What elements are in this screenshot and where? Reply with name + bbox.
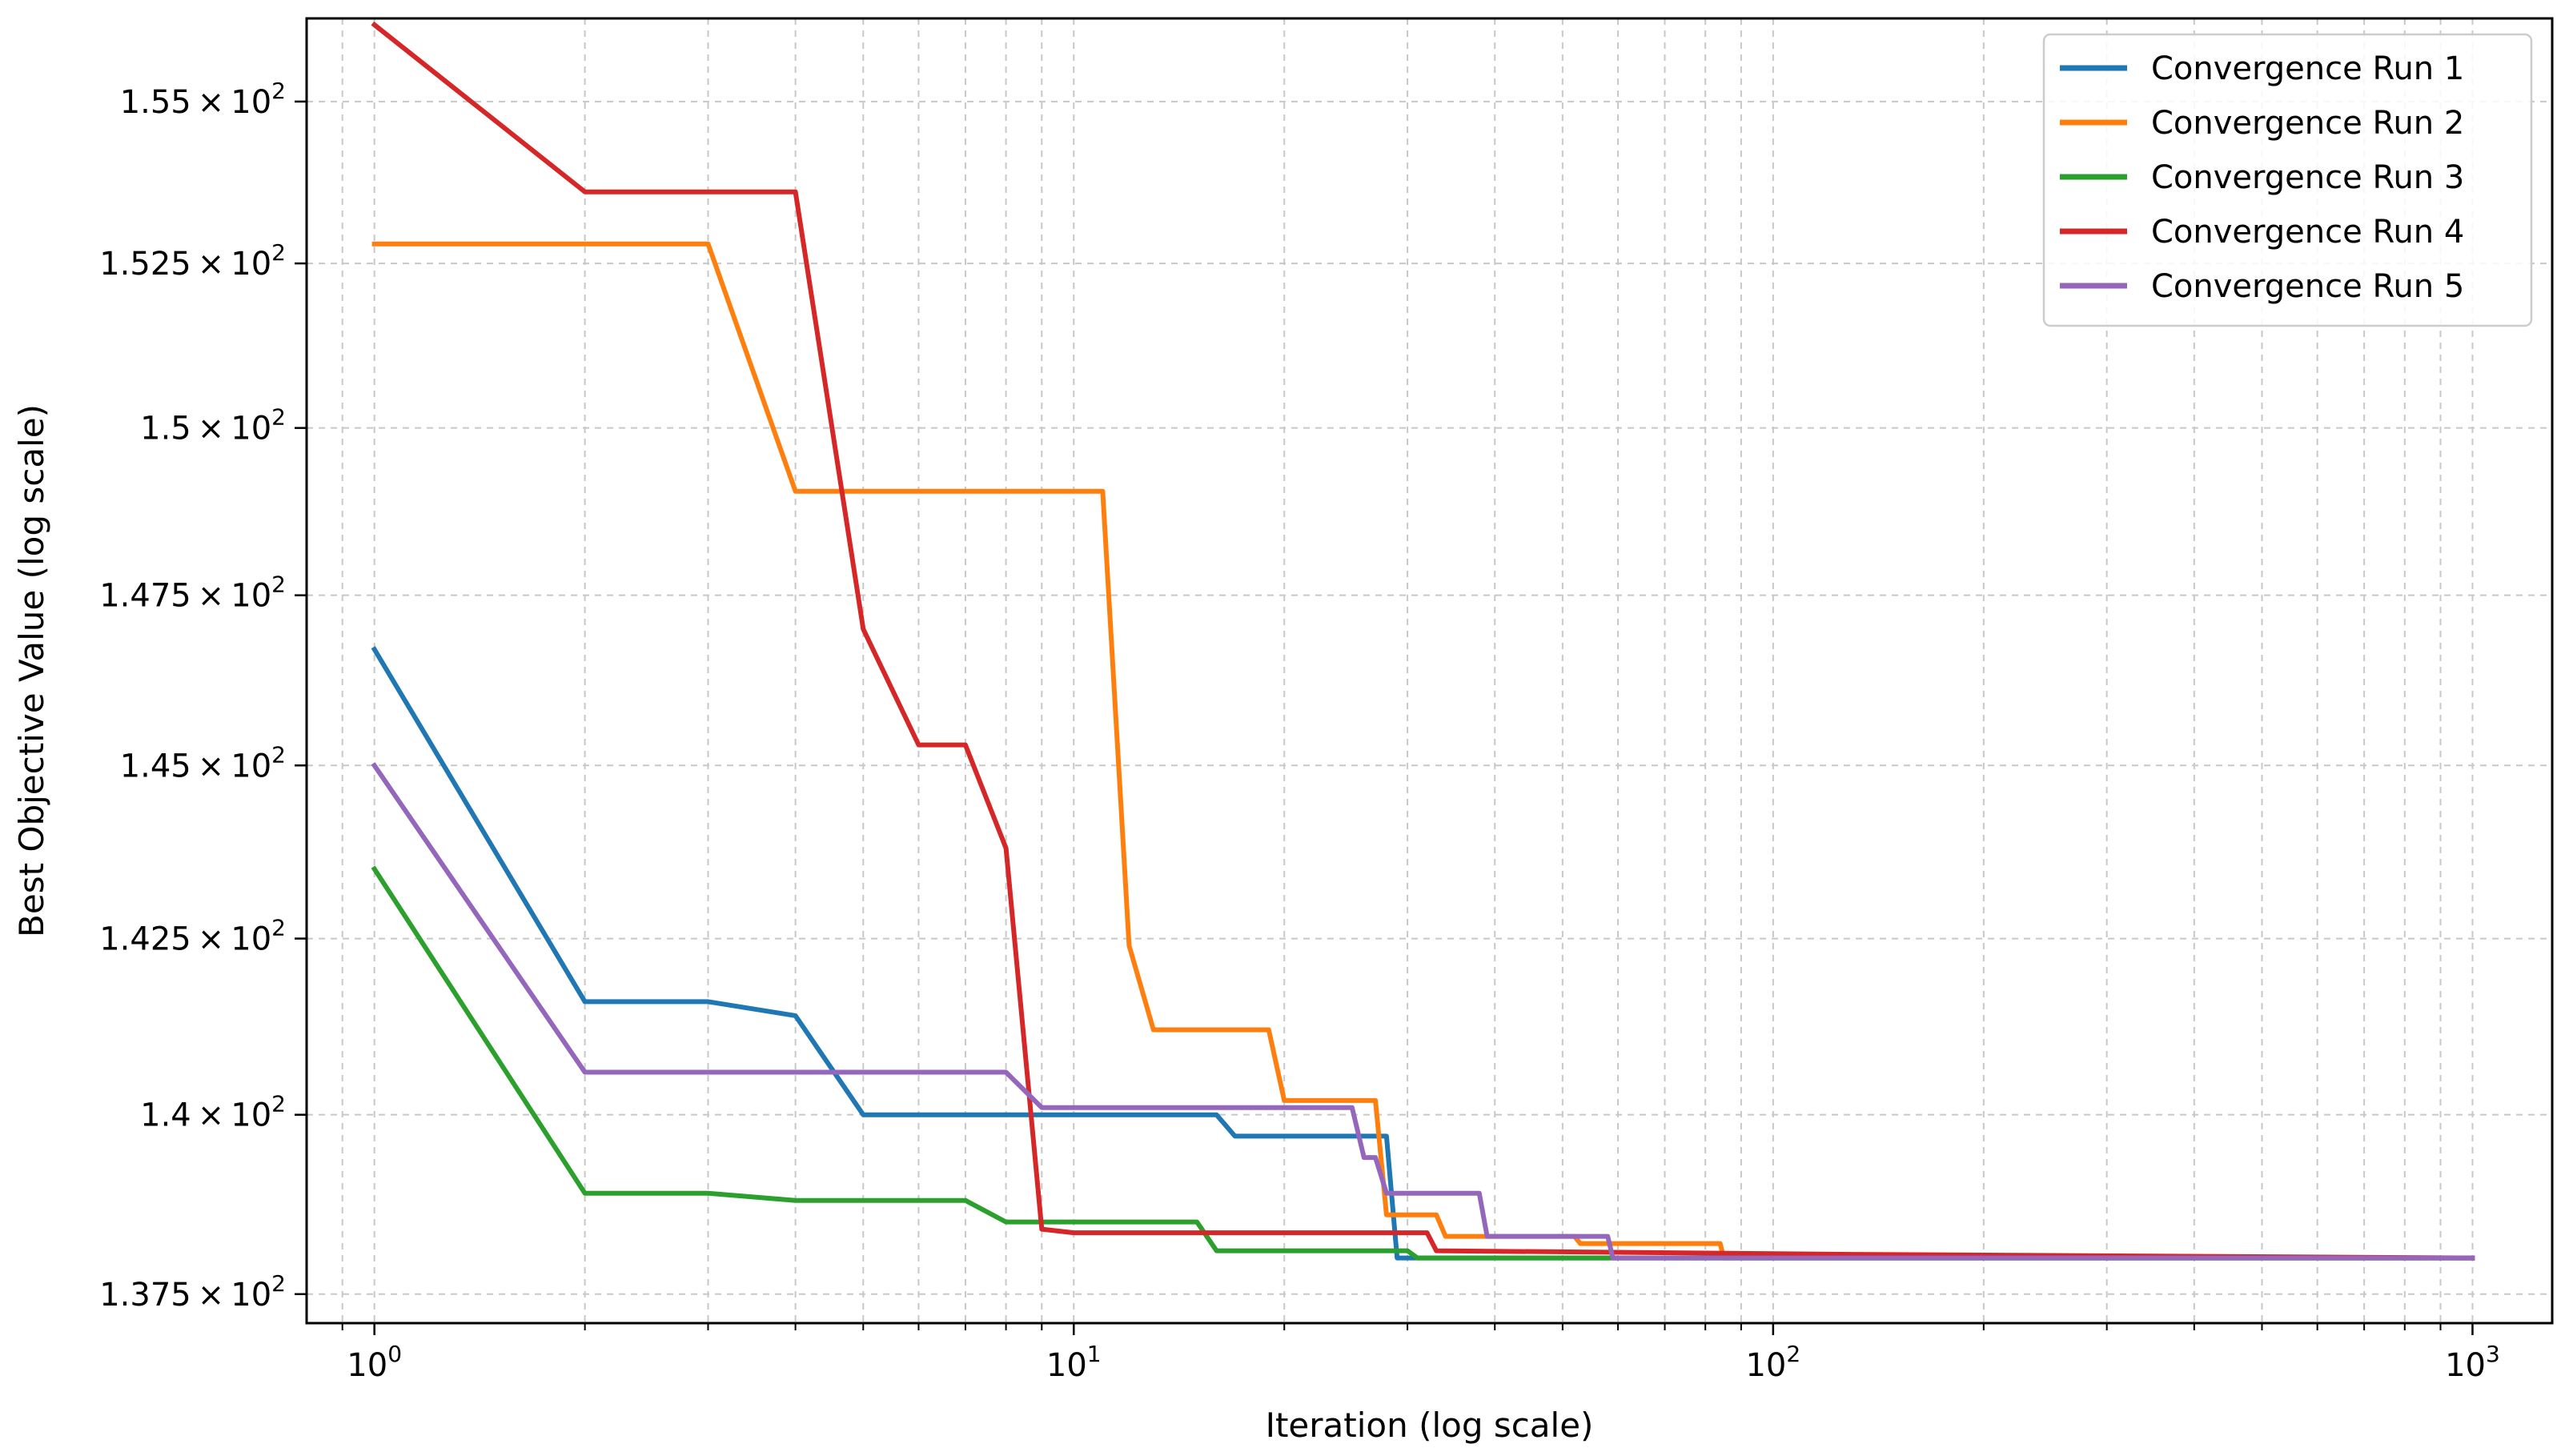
y-tick-times: × bbox=[198, 921, 225, 958]
legend-label-run-1: Convergence Run 1 bbox=[2151, 50, 2464, 87]
y-tick-label: 1.5 × 102 bbox=[140, 404, 286, 447]
y-tick-mantissa: 1.4 bbox=[140, 1097, 191, 1134]
x-tick-label: 100 bbox=[347, 1341, 402, 1384]
y-tick-label: 1.375 × 102 bbox=[99, 1270, 286, 1314]
y-tick-times: × bbox=[198, 1277, 225, 1314]
legend-label-run-2: Convergence Run 2 bbox=[2151, 105, 2464, 142]
y-tick-times: × bbox=[198, 1097, 225, 1134]
series-line-run-1 bbox=[371, 646, 2475, 1261]
y-tick-mantissa: 1.375 bbox=[99, 1277, 191, 1314]
y-tick-exponent: 2 bbox=[271, 572, 286, 598]
y-tick-label: 1.475 × 102 bbox=[99, 572, 286, 615]
y-tick-exponent: 2 bbox=[271, 741, 286, 768]
x-tick-exponent: 0 bbox=[387, 1341, 402, 1367]
y-tick-base: 10 bbox=[231, 84, 271, 121]
y-tick-label: 1.525 × 102 bbox=[99, 239, 286, 283]
y-tick-mantissa: 1.525 bbox=[99, 246, 191, 283]
y-tick-label: 1.4 × 102 bbox=[140, 1091, 286, 1134]
series-lines bbox=[371, 21, 2475, 1261]
y-tick-mantissa: 1.5 bbox=[140, 411, 191, 447]
x-axis-label: Iteration (log scale) bbox=[1266, 1406, 1594, 1445]
y-tick-mantissa: 1.475 bbox=[99, 578, 191, 615]
y-tick-base: 10 bbox=[231, 411, 271, 447]
x-tick-label: 101 bbox=[1046, 1341, 1102, 1384]
y-tick-exponent: 2 bbox=[271, 78, 286, 104]
grid bbox=[307, 18, 2552, 1323]
legend-label-run-3: Convergence Run 3 bbox=[2151, 159, 2464, 196]
series-line-run-2 bbox=[371, 241, 2475, 1261]
x-tick-exponent: 2 bbox=[1786, 1341, 1800, 1367]
y-tick-base: 10 bbox=[231, 921, 271, 958]
y-tick-exponent: 2 bbox=[271, 1270, 286, 1297]
y-axis-label: Best Objective Value (log scale) bbox=[12, 404, 51, 937]
y-tick-times: × bbox=[198, 246, 225, 283]
y-tick-base: 10 bbox=[231, 748, 271, 784]
series-line-run-5 bbox=[371, 762, 2475, 1261]
x-tick-exponent: 3 bbox=[2486, 1341, 2500, 1367]
y-tick-times: × bbox=[198, 578, 225, 615]
y-tick-base: 10 bbox=[231, 246, 271, 283]
series-line-run-3 bbox=[371, 865, 2475, 1261]
y-tick-times: × bbox=[198, 748, 225, 784]
y-tick-mantissa: 1.425 bbox=[99, 921, 191, 958]
x-tick-label: 103 bbox=[2445, 1341, 2500, 1384]
legend-label-run-5: Convergence Run 5 bbox=[2151, 268, 2464, 305]
x-tick-base: 10 bbox=[347, 1347, 387, 1384]
series-line-run-4 bbox=[371, 21, 2475, 1261]
y-tick-base: 10 bbox=[231, 578, 271, 615]
y-tick-label: 1.45 × 102 bbox=[120, 741, 286, 784]
y-tick-exponent: 2 bbox=[271, 1091, 286, 1117]
legend: Convergence Run 1 Convergence Run 2 Conver… bbox=[2042, 33, 2533, 327]
y-tick-times: × bbox=[198, 84, 225, 121]
x-tick-base: 10 bbox=[2445, 1347, 2486, 1384]
y-tick-base: 10 bbox=[231, 1097, 271, 1134]
y-tick-exponent: 2 bbox=[271, 915, 286, 941]
legend-box bbox=[2042, 33, 2533, 327]
y-tick-label: 1.425 × 102 bbox=[99, 915, 286, 958]
y-tick-times: × bbox=[198, 411, 225, 447]
x-tick-exponent: 1 bbox=[1087, 1341, 1102, 1367]
x-tick-label: 102 bbox=[1745, 1341, 1800, 1384]
x-tick-base: 10 bbox=[1046, 1347, 1087, 1384]
y-tick-mantissa: 1.45 bbox=[120, 748, 191, 784]
x-tick-base: 10 bbox=[1745, 1347, 1786, 1384]
y-tick-mantissa: 1.55 bbox=[120, 84, 191, 121]
y-tick-base: 10 bbox=[231, 1277, 271, 1314]
y-tick-exponent: 2 bbox=[271, 239, 286, 266]
legend-label-run-4: Convergence Run 4 bbox=[2151, 214, 2464, 251]
y-tick-label: 1.55 × 102 bbox=[120, 78, 286, 121]
y-tick-exponent: 2 bbox=[271, 404, 286, 431]
plot-frame bbox=[305, 17, 2554, 1325]
